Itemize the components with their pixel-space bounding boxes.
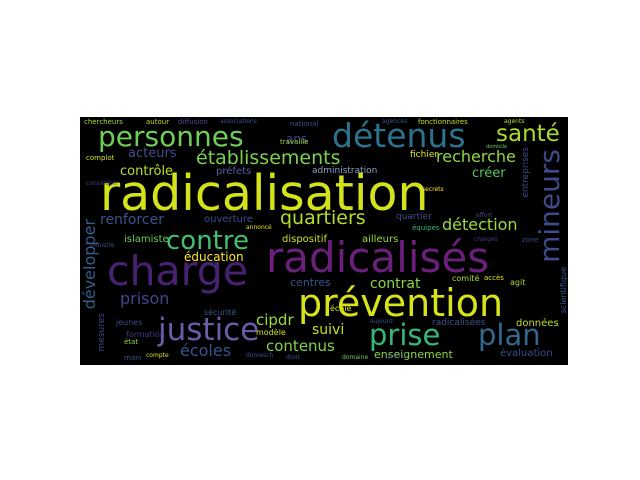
word: ouverture	[204, 214, 253, 225]
word: conviction	[86, 180, 117, 187]
word: prise	[369, 318, 441, 352]
word: accès	[484, 274, 504, 282]
word: contenus	[266, 337, 335, 355]
word: agit	[510, 278, 526, 287]
word: plan	[478, 318, 541, 352]
word: détenus	[332, 117, 466, 155]
word: chargés	[474, 236, 498, 243]
word: mesures	[97, 313, 107, 352]
word: justice	[158, 312, 260, 348]
word: domesch	[246, 352, 274, 359]
word: main	[124, 354, 142, 362]
word: état	[124, 338, 139, 346]
word: entreprises	[521, 147, 531, 198]
word: éducation	[184, 250, 244, 264]
word: école	[330, 304, 352, 313]
word: fonctionnaires	[418, 118, 468, 126]
word: contrôle	[120, 164, 174, 179]
word: détection	[442, 215, 518, 234]
word: développer	[80, 219, 99, 310]
word: loi	[210, 260, 219, 268]
word: enseignement	[374, 348, 453, 361]
word: comité	[452, 274, 480, 283]
word: mineurs	[533, 149, 566, 263]
word: évaluation	[500, 348, 553, 359]
word: personnes	[98, 120, 244, 153]
word: sécurité	[204, 308, 237, 317]
word: quartier	[396, 212, 432, 222]
word: jeunes	[116, 318, 143, 327]
word: formation	[126, 330, 165, 339]
word: national	[290, 120, 319, 128]
word: islamiste	[124, 234, 169, 245]
word: acteurs	[128, 146, 177, 161]
word: associations	[220, 118, 257, 125]
word: préfets	[216, 166, 252, 177]
word: domaine	[342, 354, 369, 361]
word: radicalisées	[432, 318, 486, 328]
word: prison	[120, 289, 170, 308]
word: fichier	[410, 150, 439, 160]
word: contre	[166, 226, 249, 256]
word: compte	[146, 352, 169, 359]
word: générale	[386, 354, 409, 360]
word: administration	[312, 166, 378, 176]
word: établissements	[196, 147, 341, 169]
word: radicalisation	[100, 165, 429, 222]
word: quartiers	[280, 207, 366, 229]
word: effort	[476, 212, 493, 219]
word: créer	[472, 166, 506, 181]
word: aujourd	[370, 318, 393, 325]
word: chercheurs	[84, 118, 123, 126]
word: autour	[146, 118, 170, 126]
word: renforcer	[100, 212, 164, 228]
word: diffusion	[178, 118, 208, 126]
word: travaille	[280, 138, 309, 146]
word: ans	[286, 132, 308, 146]
word: scientifique	[559, 267, 568, 314]
word: agents	[504, 118, 525, 125]
word: domicile	[486, 144, 508, 150]
word: modèle	[256, 328, 286, 337]
word: ministre	[90, 242, 115, 249]
word: équipes	[412, 224, 440, 232]
word: zone	[522, 236, 539, 244]
word: ailleurs	[362, 234, 399, 245]
word: santé	[496, 121, 560, 147]
word: écoles	[180, 341, 232, 360]
word: radicalisés	[266, 233, 490, 282]
word: prévention	[298, 281, 504, 325]
word: cipdr	[256, 311, 294, 329]
word: complot	[86, 154, 115, 162]
word-cloud: radicalisation radicalisés charge préven…	[80, 117, 568, 365]
word: données	[516, 318, 559, 329]
word: dispositif	[282, 234, 328, 245]
word: charge	[107, 247, 249, 295]
word: suivi	[312, 322, 345, 338]
word: agences	[382, 118, 408, 125]
word: droit	[286, 354, 300, 361]
word: recherche	[436, 147, 516, 166]
word: annoncé	[246, 224, 272, 231]
word: contrat	[370, 276, 421, 292]
word: centres	[290, 276, 331, 289]
word: secrets	[422, 186, 444, 193]
